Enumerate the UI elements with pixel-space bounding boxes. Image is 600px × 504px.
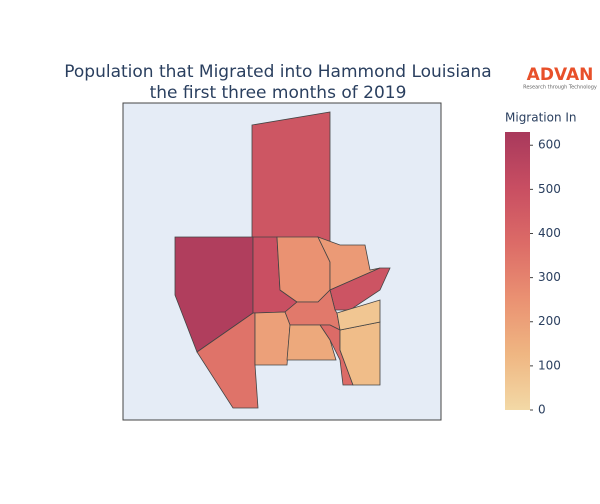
regions [174,111,391,409]
region [336,299,381,331]
colorbar-tick-label: 400 [538,226,561,240]
region [317,236,381,291]
region [276,236,331,303]
colorbar [505,132,530,410]
colorbar-tick-label: 500 [538,182,561,196]
region [254,311,291,366]
region [286,324,337,361]
chart-title: the first three months of 2019 [150,83,407,103]
logo-tagline: Research through Technology [523,85,597,91]
colorbar-tick-label: 100 [538,358,561,372]
colorbar-title: Migration In [505,111,577,125]
colorbar-tick-label: 0 [538,403,546,417]
chart-title: Population that Migrated into Hammond Lo… [64,62,491,82]
colorbar-tick-label: 600 [538,138,561,152]
colorbar-tick-label: 200 [538,314,561,328]
logo-name: ADVAN [527,65,594,85]
colorbar-tick-label: 300 [538,270,561,284]
